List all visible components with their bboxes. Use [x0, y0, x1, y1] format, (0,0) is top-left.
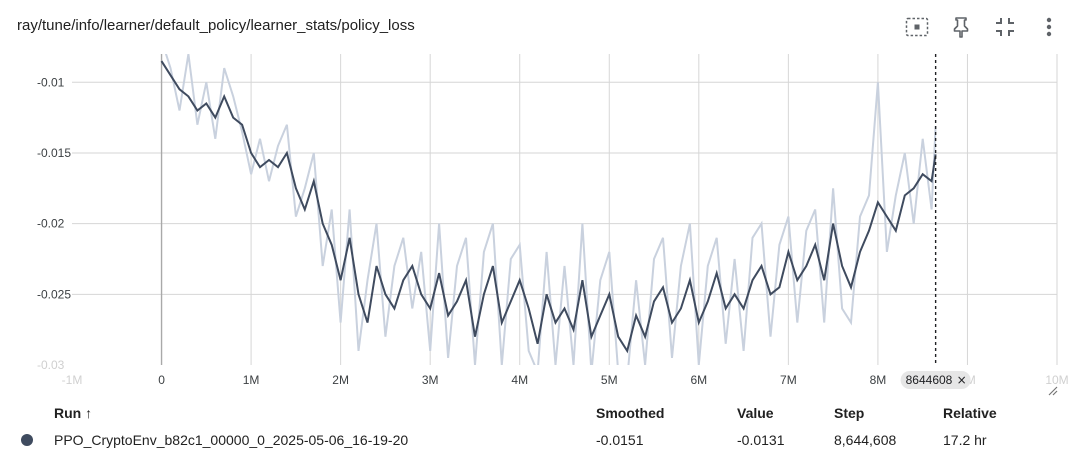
series-raw-line — [164, 54, 937, 365]
x-tick-label: 5M — [601, 373, 618, 387]
step-cursor-label: 8644608 — [906, 373, 953, 387]
x-tick-label: 0 — [158, 373, 165, 387]
y-tick-label: -0.01 — [37, 75, 65, 89]
column-header-value[interactable]: Value — [737, 405, 774, 421]
step-cursor-chip-bg — [900, 371, 971, 389]
column-header-relative[interactable]: Relative — [943, 405, 997, 421]
x-tick-label: 4M — [511, 373, 528, 387]
column-header-step[interactable]: Step — [834, 405, 865, 421]
collapse-icon — [996, 18, 1014, 36]
more-vert-icon — [1046, 17, 1052, 37]
x-tick-label: 6M — [690, 373, 707, 387]
y-tick-label: -0.02 — [37, 217, 65, 231]
collapse-button[interactable] — [992, 14, 1018, 40]
x-tick-label: 1M — [243, 373, 260, 387]
series-smoothed-line — [160, 60, 937, 354]
run-relative-time: 17.2 hr — [943, 432, 987, 448]
run-name: PPO_CryptoEnv_b82c1_00000_0_2025-05-06_1… — [54, 432, 409, 448]
x-tick-label: 7M — [780, 373, 797, 387]
x-tick-label: 8M — [870, 373, 887, 387]
x-faded-tick-label: -1M — [62, 373, 83, 387]
column-header-smoothed[interactable]: Smoothed — [596, 405, 665, 421]
run-step: 8,644,608 — [834, 432, 897, 448]
pin-button[interactable] — [948, 14, 974, 40]
more-options-button[interactable] — [1036, 14, 1062, 40]
series-group — [160, 54, 937, 365]
run-value: -0.0131 — [737, 432, 785, 448]
resize-handle-icon[interactable] — [1046, 384, 1058, 396]
chart-card-header: ray/tune/info/learner/default_policy/lea… — [0, 0, 1069, 54]
run-color-swatch — [21, 434, 33, 446]
x-tick-label: 2M — [332, 373, 349, 387]
step-cursor-close-icon[interactable]: × — [957, 373, 967, 387]
pin-icon — [953, 17, 969, 38]
column-header-run[interactable]: Run ↑ — [54, 405, 93, 421]
step-cursor-chip[interactable]: 8644608 × — [900, 371, 971, 389]
y-tick-label: -0.025 — [37, 287, 71, 301]
y-faded-tick-label: -0.03 — [37, 358, 65, 372]
policy-loss-chart[interactable]: -0.01 -0.015 -0.02 -0.025 -0.03 0 1M 2M 3M 4M 5M 6M… — [0, 54, 1069, 394]
chart-title: ray/tune/info/learner/default_policy/lea… — [17, 17, 415, 34]
fit-domain-button[interactable] — [904, 14, 930, 40]
fit-domain-icon — [905, 17, 929, 37]
y-tick-label: -0.015 — [37, 146, 71, 160]
x-faded-tick-label: 10M — [1045, 373, 1068, 387]
x-tick-label: 3M — [422, 373, 439, 387]
run-smoothed-value: -0.0151 — [596, 432, 644, 448]
